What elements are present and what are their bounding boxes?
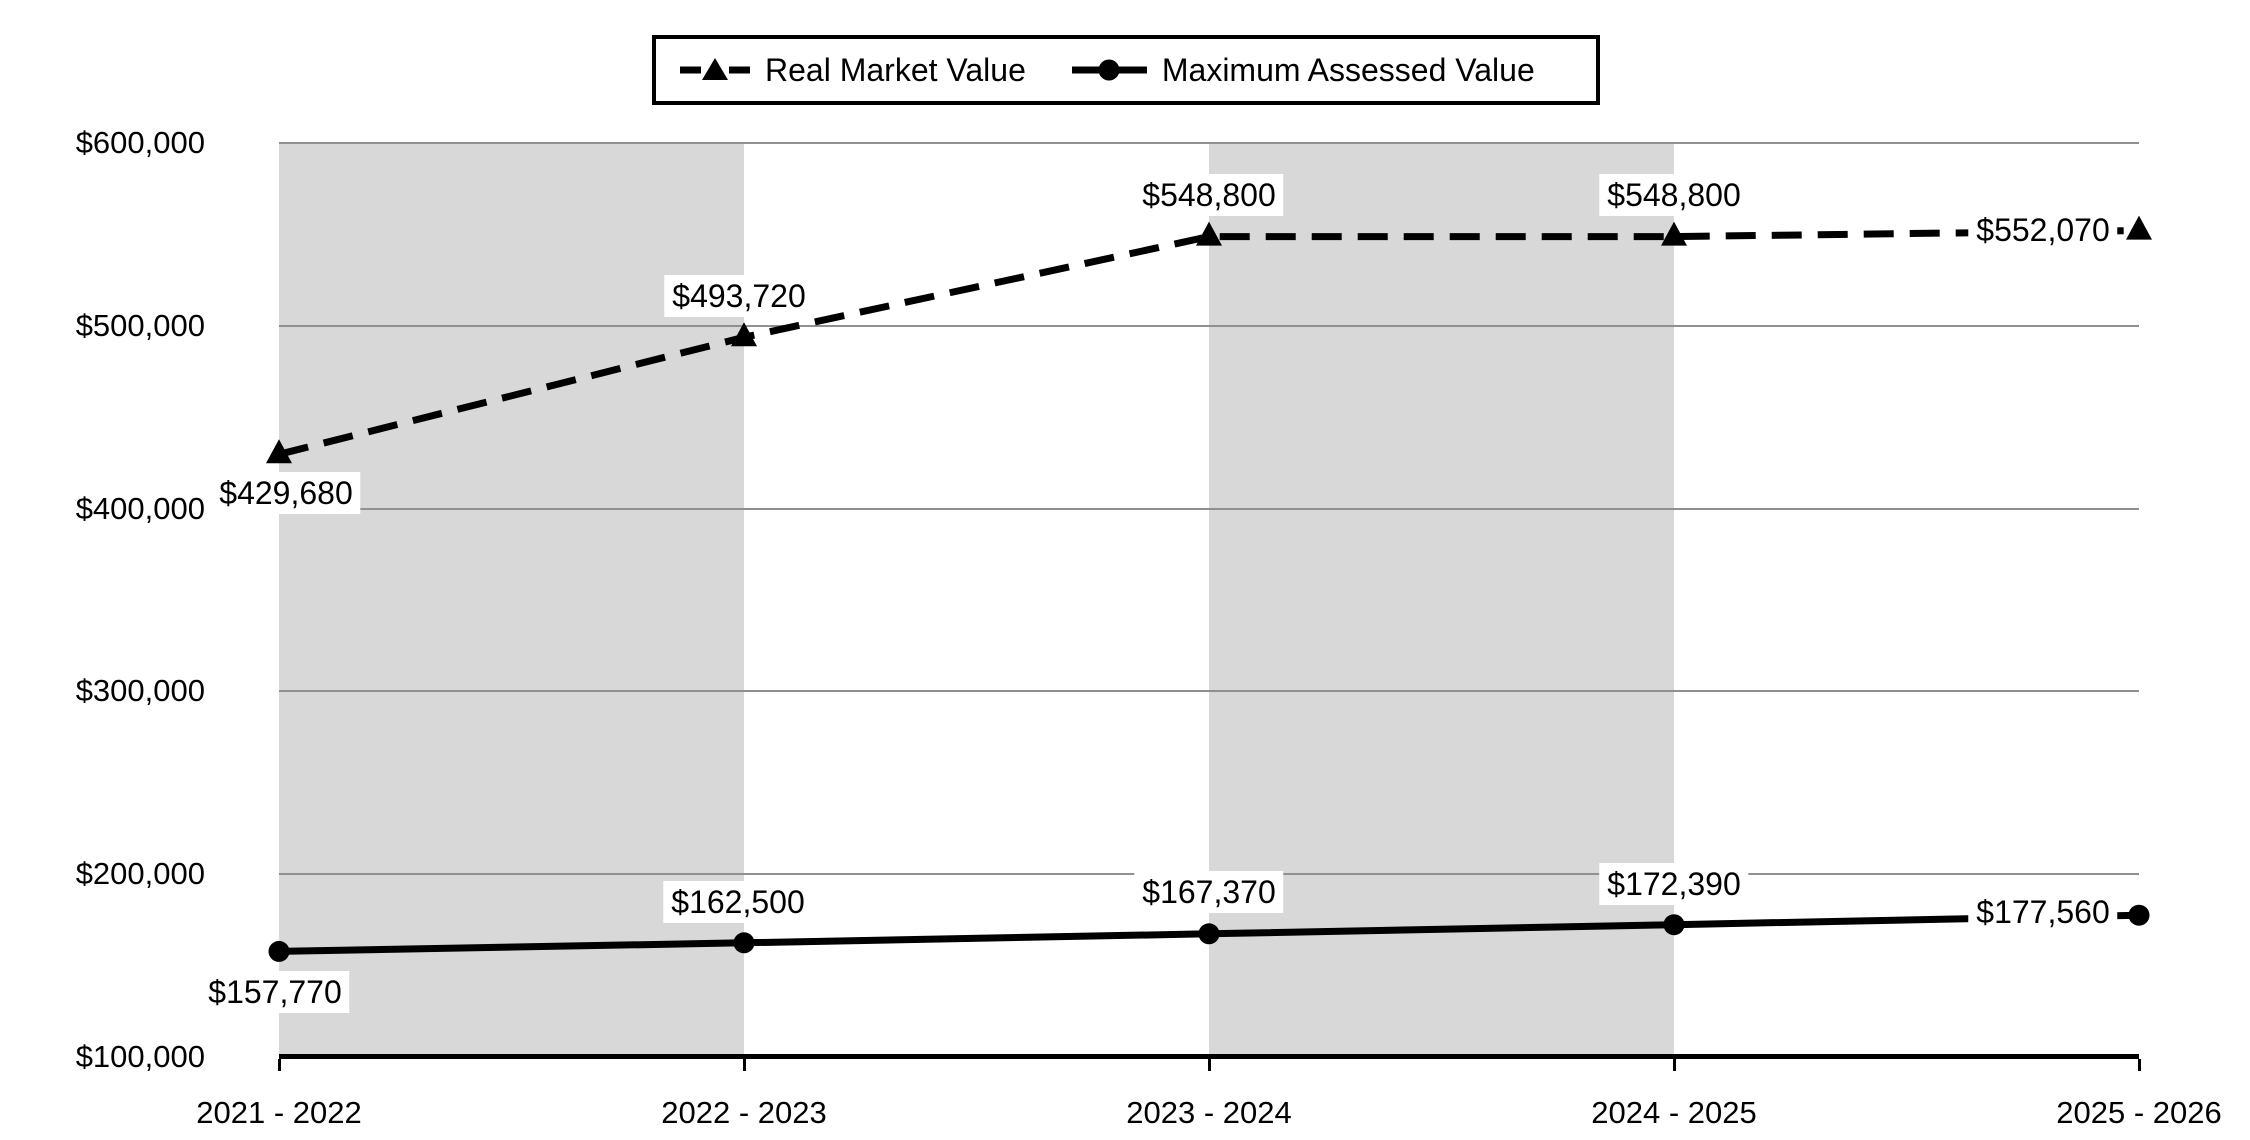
x-axis-tick	[1208, 1059, 1211, 1071]
plot-band-2	[1209, 143, 1674, 1057]
legend-item-maximum-assessed-value: Maximum Assessed Value	[1071, 51, 1535, 89]
circle-marker	[1198, 923, 1220, 945]
y-tick-label: $300,000	[75, 673, 205, 708]
circle-marker	[2128, 904, 2150, 926]
data-label-mav-2021: $157,770	[200, 971, 350, 1013]
dashed-series-line	[278, 227, 2140, 458]
gridline-400000	[279, 508, 2139, 510]
y-tick-label: $500,000	[75, 308, 205, 343]
x-axis-tick	[1673, 1059, 1676, 1071]
data-label-rmv-2022: $493,720	[664, 275, 814, 317]
data-label-rmv-2025: $552,070	[1968, 209, 2118, 251]
x-tick-label: 2023 - 2024	[1126, 1095, 1292, 1130]
y-tick-label: $200,000	[75, 856, 205, 891]
gridline-600000	[279, 142, 2139, 144]
gridline-500000	[279, 325, 2139, 327]
x-tick-label: 2021 - 2022	[196, 1095, 362, 1130]
dashed-line-triangle-icon	[680, 58, 750, 80]
y-tick-label: $600,000	[75, 125, 205, 160]
x-axis-line	[279, 1054, 2139, 1059]
data-label-mav-2023: $167,370	[1134, 871, 1284, 913]
gridline-300000	[279, 690, 2139, 692]
x-axis-tick	[278, 1059, 281, 1071]
circle-marker	[1663, 914, 1685, 936]
triangle-marker	[2126, 215, 2152, 240]
x-tick-label: 2022 - 2023	[661, 1095, 827, 1130]
triangle-marker	[266, 439, 292, 464]
data-label-mav-2024: $172,390	[1599, 863, 1749, 905]
y-tick-label: $400,000	[75, 491, 205, 526]
data-label-mav-2025: $177,560	[1968, 891, 2118, 933]
circle-marker	[733, 932, 755, 954]
solid-line-circle-icon	[1071, 59, 1147, 81]
x-tick-label: 2025 - 2026	[2056, 1095, 2222, 1130]
data-label-rmv-2023: $548,800	[1134, 174, 1284, 216]
triangle-marker	[731, 322, 757, 347]
x-axis-tick	[2138, 1059, 2141, 1071]
triangle-marker	[1661, 221, 1687, 246]
chart-legend: Real Market Value Maximum Assessed Value	[652, 35, 1600, 105]
triangle-marker	[1196, 221, 1222, 246]
legend-label-real-market-value: Real Market Value	[765, 51, 1026, 88]
x-axis-tick	[743, 1059, 746, 1071]
y-tick-label: $100,000	[75, 1039, 205, 1074]
legend-item-real-market-value: Real Market Value	[680, 52, 1026, 89]
data-label-rmv-2021: $429,680	[211, 472, 361, 514]
data-label-mav-2022: $162,500	[663, 881, 813, 923]
x-tick-label: 2024 - 2025	[1591, 1095, 1757, 1130]
legend-label-maximum-assessed-value: Maximum Assessed Value	[1161, 51, 1535, 88]
data-label-rmv-2024: $548,800	[1599, 174, 1749, 216]
circle-marker	[268, 940, 290, 962]
